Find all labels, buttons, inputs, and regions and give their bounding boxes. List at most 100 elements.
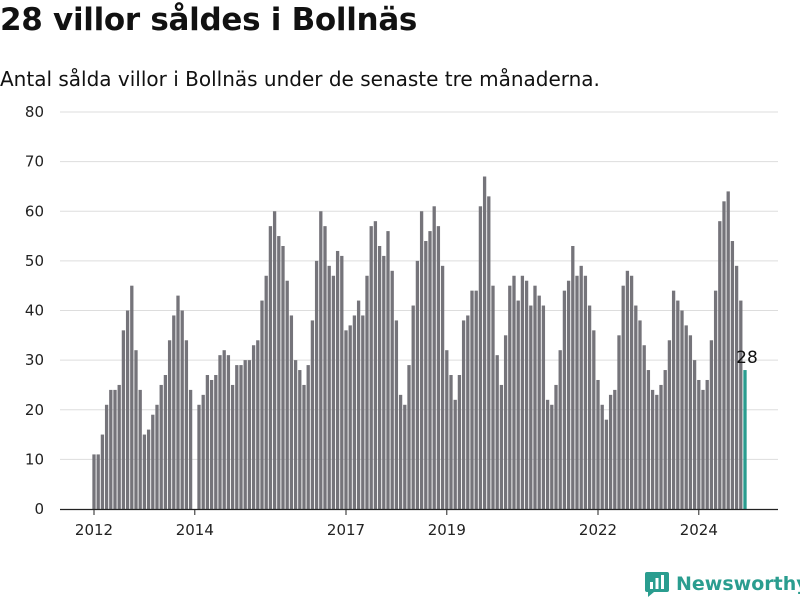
bar: [268, 226, 273, 509]
bar: [461, 320, 466, 509]
y-tick-label: 80: [25, 103, 44, 121]
bar: [293, 360, 298, 509]
bar: [550, 404, 554, 509]
bar: [621, 285, 625, 509]
bar: [503, 335, 508, 509]
bar: [394, 320, 399, 509]
bar: [251, 345, 256, 509]
bar: [272, 211, 277, 509]
bar: [474, 290, 478, 509]
bar: [197, 404, 201, 509]
bar: [155, 404, 159, 509]
bar: [495, 355, 499, 509]
bar: [688, 335, 693, 509]
bar: [478, 206, 483, 509]
y-tick-label: 40: [25, 302, 44, 320]
bar: [243, 360, 247, 509]
bar: [730, 241, 735, 509]
bar: [188, 389, 193, 509]
bar: [373, 221, 378, 510]
bar: [415, 260, 420, 509]
bar: [377, 245, 382, 510]
bar: [676, 300, 680, 509]
bar: [537, 295, 541, 509]
bar: [453, 399, 457, 509]
bar: [201, 394, 205, 509]
bar: [575, 275, 579, 509]
bar: [579, 265, 583, 509]
x-tick-label: 2014: [176, 521, 214, 539]
bar: [398, 394, 403, 509]
brand-name: Newsworthy: [676, 573, 800, 595]
bar: [558, 350, 562, 509]
bar: [432, 206, 436, 509]
bar: [209, 379, 214, 509]
bar: [684, 325, 688, 509]
bar: [92, 454, 96, 509]
bar: [587, 305, 592, 509]
bar: [247, 360, 252, 509]
bar: [638, 320, 642, 509]
bar: [739, 300, 743, 509]
bar: [403, 404, 407, 509]
bar: [256, 340, 260, 509]
bars: [92, 176, 747, 510]
bar: [167, 340, 172, 509]
bar: [361, 315, 365, 509]
bar: [277, 236, 281, 509]
bar: [524, 280, 529, 509]
bar: [734, 265, 739, 509]
bar: [96, 454, 100, 509]
bar: [151, 414, 155, 509]
bar: [655, 394, 659, 509]
bar: [541, 305, 546, 509]
bar: [214, 375, 218, 509]
bar: [184, 340, 189, 509]
bar: [163, 375, 168, 509]
bar: [314, 260, 319, 509]
bar: [344, 330, 348, 509]
bar: [722, 201, 726, 509]
bar: [159, 384, 163, 509]
y-axis-ticks: 0 10 20 30 40 50 60 70 80: [25, 103, 44, 518]
y-tick-label: 10: [25, 450, 44, 468]
bar: [487, 196, 491, 510]
bar: [298, 370, 302, 509]
bar: [365, 275, 369, 509]
bar: [352, 315, 357, 509]
bar: [146, 429, 151, 509]
bar: [180, 310, 184, 509]
x-tick-label: 2022: [579, 521, 617, 539]
bar: [449, 375, 453, 509]
bar: [457, 375, 462, 509]
bar: [512, 275, 516, 509]
bar: [424, 241, 428, 509]
bar: [583, 275, 588, 509]
bar: [138, 389, 142, 509]
bar: [629, 275, 634, 509]
bar: [331, 275, 336, 509]
bar: [411, 305, 415, 509]
bar: [436, 226, 441, 509]
y-tick-label: 0: [34, 500, 44, 518]
bar: [109, 389, 113, 509]
bar: [281, 245, 285, 510]
x-axis-ticks: 2012 2014 2017 2019 2022 2024: [75, 509, 718, 539]
bar: [697, 379, 701, 509]
bar: [327, 265, 331, 509]
y-tick-label: 30: [25, 351, 44, 369]
bar: [104, 404, 109, 509]
bar: [218, 355, 222, 509]
bar: [390, 270, 394, 509]
bar: [176, 295, 180, 509]
bar: [482, 176, 487, 509]
bar: [646, 370, 651, 509]
x-tick-label: 2024: [680, 521, 718, 539]
bar: [613, 389, 617, 509]
bar: [625, 270, 630, 509]
bar: [692, 360, 697, 509]
bar: [419, 211, 424, 509]
bar: [134, 350, 138, 509]
bar: [600, 404, 604, 509]
bar: [306, 365, 310, 509]
